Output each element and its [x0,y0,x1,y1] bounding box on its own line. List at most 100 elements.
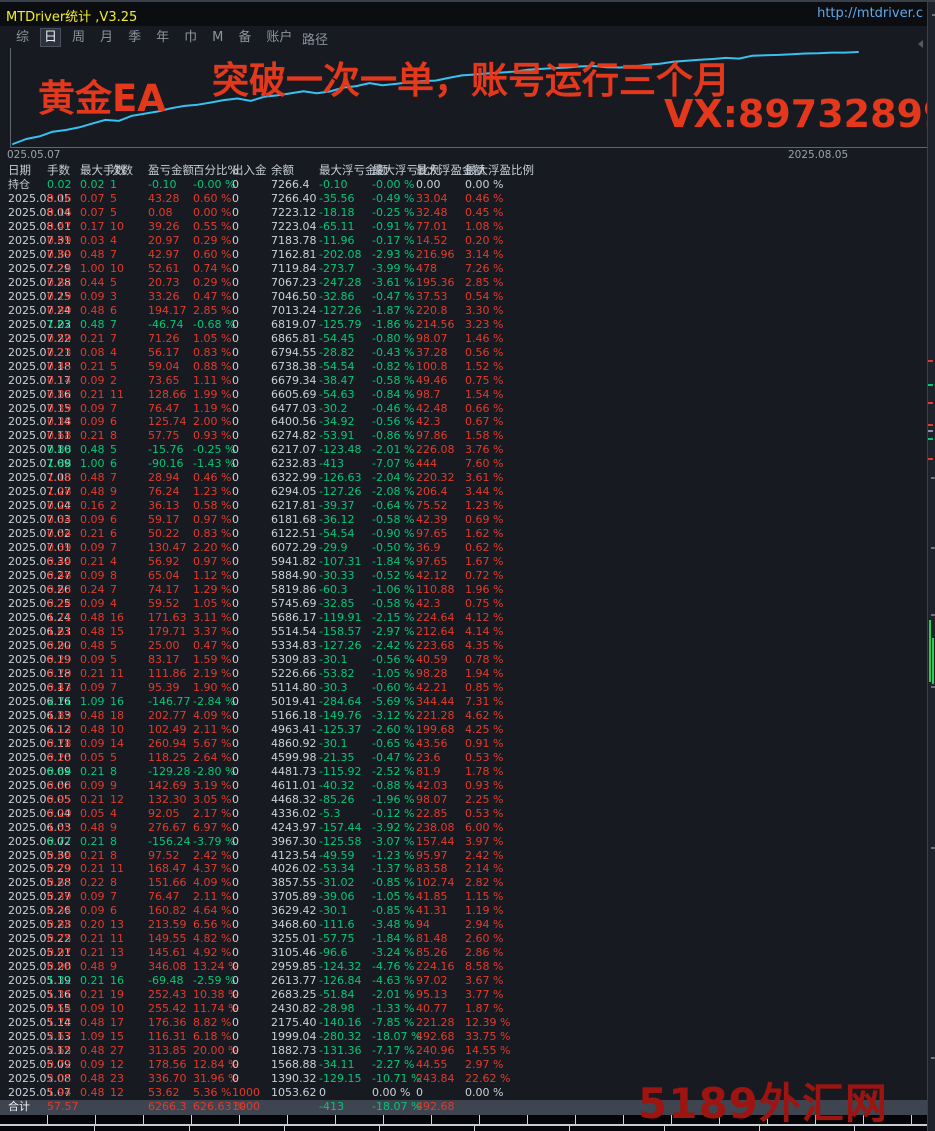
table-row[interactable]: 2025.07.24 0.89 0.48 6 194.17 2.85 % 0 7013.24-… [0,304,928,318]
col-header-1: 手数 [47,163,70,177]
table-row[interactable]: 2025.06.05 0.95 0.21 12 132.30 3.05 % 0 4468.32… [0,793,928,807]
table-row[interactable]: 2025.05.07 1.94 0.48 12 53.62 5.36 % 1000 1053.… [0,1086,928,1100]
table-row[interactable]: 持仓 0.02 0.02 1 -0.10 -0.00 % 0 7266.4 -0.10 -0.00… [0,178,928,192]
cell-0: 0.89 [47,303,72,317]
table-row[interactable]: 2025.06.18 0.79 0.21 11 111.86 2.19 % 0 5226.66… [0,667,928,681]
table-row[interactable]: 2025.07.08 1.18 0.48 7 28.94 0.46 % 0 6322.99 -1… [0,471,928,485]
table-row[interactable]: 2025.06.13 1.89 0.48 18 202.77 4.09 % 0 5166.18… [0,709,928,723]
table-row[interactable]: 2025.05.12 2.65 0.48 27 313.85 20.00 % 0 1882.7… [0,1044,928,1058]
table-row[interactable]: 2025.06.17 0.43 0.09 7 95.39 1.90 % 0 5114.80 -3… [0,681,928,695]
cell-4: 0.00 % [193,205,232,219]
table-row[interactable]: 2025.08.05 0.16 0.07 5 43.28 0.60 % 0 7266.40 -3… [0,192,928,206]
menu-item-3[interactable]: 月 [100,29,114,45]
table-row[interactable]: 2025.05.21 0.97 0.21 13 145.61 4.92 % 0 3105.46… [0,946,928,960]
cell-5: 0 [232,736,239,750]
table-row[interactable]: 2025.07.02 0.54 0.21 6 50.22 0.83 % 0 6122.51 -5… [0,527,928,541]
cell-9: 220.8 [416,303,448,317]
table-row[interactable]: 2025.07.21 0.23 0.08 4 56.17 0.83 % 0 6794.55 -2… [0,346,928,360]
table-row[interactable]: 2025.06.30 0.44 0.21 4 56.92 0.97 % 0 5941.82 -1… [0,555,928,569]
table-row[interactable]: 2025.06.11 0.78 0.09 14 260.94 5.67 % 0 4860.92… [0,737,928,751]
table-row[interactable]: 2025.05.16 1.31 0.21 19 252.43 10.38 % 0 2683.2… [0,988,928,1002]
cell-5: 0 [232,778,239,792]
table-row[interactable]: 2025.07.16 0.82 0.21 11 128.66 1.99 % 0 6605.69… [0,388,928,402]
cell-7: -28.82 [319,345,355,359]
menu-item-9[interactable]: 账户 [266,29,293,45]
table-row[interactable]: 2025.07.22 0.59 0.21 7 71.26 1.05 % 0 6865.81 -5… [0,332,928,346]
cell-10: 3.77 % [465,988,504,1002]
table-row[interactable]: 2025.05.09 0.72 0.09 12 178.56 12.84 % 0 1568.8… [0,1058,928,1072]
table-row[interactable]: 2025.05.14 1.72 0.48 17 176.36 8.82 % 0 2175.40… [0,1016,928,1030]
cell-7: -126.63 [319,471,362,485]
table-row[interactable]: 2025.07.28 0.82 0.44 5 20.73 0.29 % 0 7067.23 -2… [0,276,928,290]
table-row[interactable]: 2025.05.08 2.05 0.48 23 336.70 31.96 % 0 1390.3… [0,1072,928,1086]
table-row[interactable]: 2025.07.07 1.28 0.48 9 76.24 1.23 % 0 6294.05 -1… [0,485,928,499]
table-row[interactable]: 2025.06.27 0.48 0.09 8 65.04 1.12 % 0 5884.90 -3… [0,569,928,583]
menu-item-path[interactable]: 路径 [302,33,329,48]
table-row[interactable]: 2025.06.02 0.77 0.21 8 -156.24 -3.79 % 0 3967.3… [0,835,928,849]
table-row[interactable]: 2025.05.22 0.75 0.21 11 149.55 4.82 % 0 3255.01… [0,932,928,946]
table-row[interactable]: 2025.07.31 0.09 0.03 4 20.97 0.29 % 0 7183.78 -1… [0,234,928,248]
cell-6: 4611.01 [271,778,317,792]
menu-item-0[interactable]: 综 [16,29,30,45]
table-row[interactable]: 2025.06.16 2.71 1.09 16 -146.77 -2.84 % 0 5019.… [0,695,928,709]
cell-5: 0 [232,638,239,652]
table-row[interactable]: 2025.07.14 0.38 0.09 6 125.74 2.00 % 0 6400.56-… [0,415,928,429]
table-row[interactable]: 2025.07.18 0.45 0.21 5 59.04 0.88 % 0 6738.38 -5… [0,360,928,374]
table-row[interactable]: 2025.05.26 0.34 0.09 6 160.82 4.64 % 0 3629.42-… [0,904,928,918]
table-row[interactable]: 2025.08.01 0.47 0.17 10 39.26 0.55 % 0 7223.04-… [0,220,928,234]
table-row[interactable]: 2025.07.11 0.68 0.21 8 57.75 0.93 % 0 6274.82 -5… [0,429,928,443]
table-row[interactable]: 2025.06.25 0.24 0.09 4 59.52 1.05 % 0 5745.69 -3… [0,597,928,611]
cell-2: 15 [110,625,124,638]
table-row[interactable]: 2025.07.10 0.88 0.48 5 -15.76 -0.25 % 0 6217.07… [0,443,928,457]
table-row[interactable]: 2025.07.03 0.34 0.09 6 59.17 0.97 % 0 6181.68 -3… [0,513,928,527]
table-row[interactable]: 2025.05.20 0.96 0.48 9 346.08 13.24 % 0 2959.85… [0,960,928,974]
cell-5: 0 [232,694,239,708]
table-row[interactable]: 2025.05.30 0.64 0.21 8 97.52 2.42 % 0 4123.54 -4… [0,849,928,863]
cell-3: 178.56 [148,1058,187,1072]
table-row[interactable]: 2025.08.04 0.16 0.07 5 0.08 0.00 % 0 7223.12 -18… [0,206,928,220]
table-row[interactable]: 2025.07.04 0.22 0.16 2 36.13 0.58 % 0 6217.81 -3… [0,499,928,513]
row-date: 持仓 [8,178,30,191]
table-row[interactable]: 2025.06.26 0.63 0.24 7 74.17 1.29 % 0 5819.86 -6… [0,583,928,597]
scrollbar[interactable] [927,2,935,1131]
menu-item-2[interactable]: 周 [72,29,86,45]
table-row[interactable]: 2025.06.19 0.29 0.09 5 83.17 1.59 % 0 5309.83 -3… [0,653,928,667]
table-row[interactable]: 2025.07.30 0.89 0.48 7 42.97 0.60 % 0 7162.81 -2… [0,248,928,262]
menu-item-7[interactable]: M [212,29,224,45]
table-row[interactable]: 2025.06.06 0.53 0.09 9 142.69 3.19 % 0 4611.01-… [0,779,928,793]
scroll-left-arrow-icon[interactable] [918,40,923,48]
menu-item-6[interactable]: 巾 [184,29,198,45]
menu-item-8[interactable]: 备 [238,29,252,45]
table-row[interactable]: 2025.05.19 1.32 0.21 16 -69.48 -2.59 % 0 2613.7… [0,974,928,988]
cell-1: 0.48 [80,625,105,638]
table-row[interactable]: 2025.07.09 1.88 1.00 6 -90.16 -1.43 % 0 6232.83… [0,457,928,471]
table-row[interactable]: 2025.07.29 2.24 1.00 10 52.61 0.74 % 0 7119.84-… [0,262,928,276]
scroll-mark [931,686,935,688]
table-row[interactable]: 2025.06.23 1.61 0.48 15 179.71 3.37 % 0 5514.54… [0,625,928,639]
table-row[interactable]: 2025.06.04 0.20 0.05 4 92.05 2.17 % 0 4336.02 -5… [0,807,928,821]
table-row[interactable]: 2025.07.25 0.19 0.09 3 33.26 0.47 % 0 7046.50 -3… [0,290,928,304]
table-row[interactable]: 2025.06.03 1.55 0.48 9 276.67 6.97 % 0 4243.97-… [0,821,928,835]
table-row[interactable]: 2025.06.24 1.71 0.48 16 171.63 3.11 % 0 5686.17… [0,611,928,625]
table-row[interactable]: 2025.05.27 0.39 0.09 7 76.47 2.11 % 0 3705.89 -3… [0,890,928,904]
cell-6: 4336.02 [271,806,317,820]
cell-0: 0.39 [47,890,72,904]
table-row[interactable]: 2025.07.17 0.14 0.09 2 73.65 1.11 % 0 6679.34 -3… [0,374,928,388]
table-row[interactable]: 2025.05.23 0.88 0.20 13 213.59 6.56 % 0 3468.60… [0,918,928,932]
table-row[interactable]: 2025.06.09 0.64 0.21 8 -129.28 -2.80 % 0 4481.7… [0,765,928,779]
table-row[interactable]: 2025.05.15 0.54 0.09 10 255.42 11.74 % 0 2430.8… [0,1002,928,1016]
app-url-link[interactable]: http://mtdriver.c [817,6,923,21]
table-row[interactable]: 2025.06.10 0.25 0.05 5 118.25 2.64 % 0 4599.98-… [0,751,928,765]
table-row[interactable]: 2025.06.12 1.13 0.48 10 102.49 2.11 % 0 4963.41… [0,723,928,737]
menu-item-1[interactable]: 日 [40,27,62,47]
table-row[interactable]: 2025.05.29 0.79 0.21 11 168.47 4.37 % 0 4026.02… [0,862,928,876]
table-row[interactable]: 2025.07.23 1.02 0.48 7 -46.74 -0.68 % 0 6819.07… [0,318,928,332]
menu-item-5[interactable]: 年 [156,29,170,45]
table-row[interactable]: 2025.06.20 0.92 0.48 5 25.00 0.47 % 0 5334.83 -1… [0,639,928,653]
menu-item-4[interactable]: 季 [128,29,142,45]
cell-6: 5019.41 [271,694,317,708]
table-row[interactable]: 2025.05.28 0.65 0.22 8 151.66 4.09 % 0 3857.55-… [0,876,928,890]
table-row[interactable]: 2025.07.01 0.39 0.09 7 130.47 2.20 % 0 6072.29-… [0,541,928,555]
table-row[interactable]: 2025.05.13 2.67 1.09 15 116.31 6.18 % 0 1999.04… [0,1030,928,1044]
table-row[interactable]: 2025.07.15 0.39 0.09 7 76.47 1.19 % 0 6477.03 -3… [0,402,928,416]
